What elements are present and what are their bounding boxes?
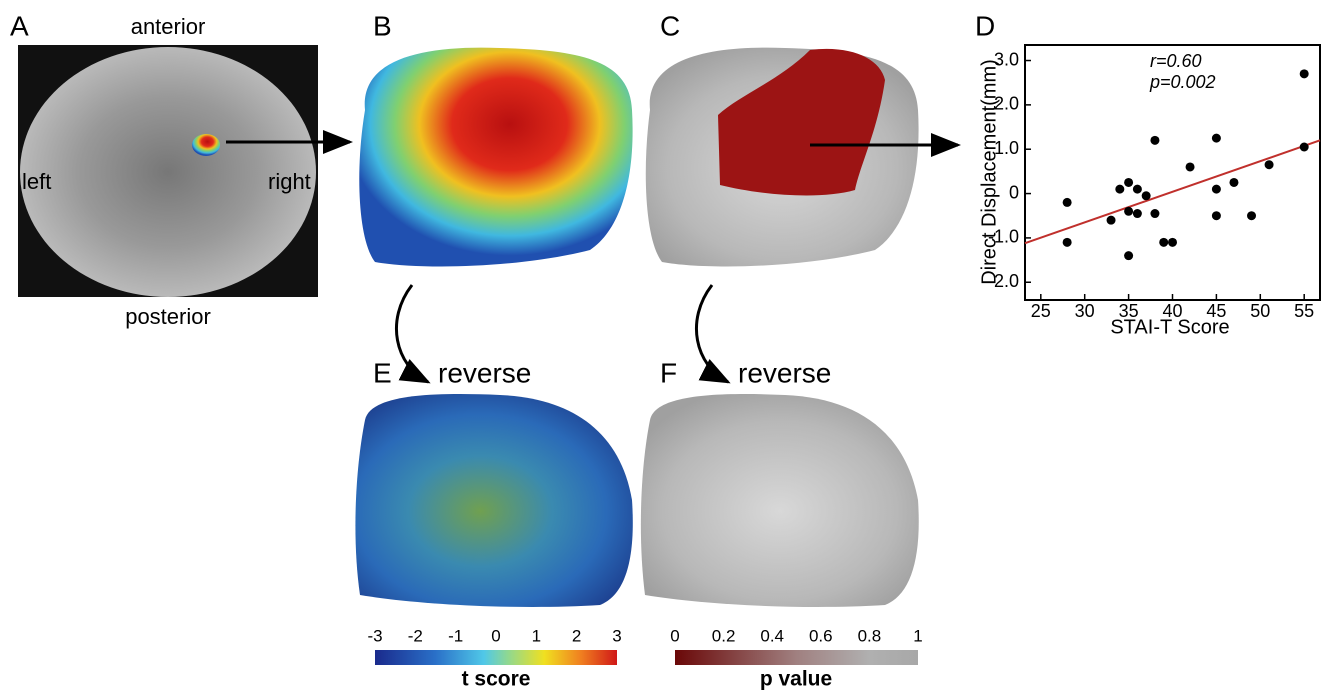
x-tick-label: 40 [1162, 301, 1182, 321]
annotation: r=0.60 [1150, 51, 1202, 71]
panel-label: A [10, 10, 29, 41]
data-point [1115, 185, 1124, 194]
orientation-label: right [268, 169, 311, 194]
colorbar-tick-label: 0.6 [809, 626, 833, 645]
data-point [1133, 209, 1142, 218]
panel-label: E [373, 357, 392, 388]
annotation: p=0.002 [1149, 72, 1216, 92]
panel-label: F [660, 357, 677, 388]
y-tick-label: -1.0 [988, 227, 1019, 247]
colorbar-p [675, 650, 918, 665]
data-point [1124, 207, 1133, 216]
y-tick-label: -2.0 [988, 271, 1019, 291]
orientation-label: posterior [125, 304, 211, 329]
colorbar-tick-label: 2 [572, 626, 581, 645]
colorbar-tick-label: 3 [612, 626, 621, 645]
data-point [1159, 238, 1168, 247]
y-tick-label: 1.0 [994, 138, 1019, 158]
colorbar-t [375, 650, 617, 665]
x-tick-label: 30 [1075, 301, 1095, 321]
data-point [1212, 211, 1221, 220]
panel-label: D [975, 10, 995, 41]
surface-b [359, 48, 632, 267]
colorbar-tick-label: 0 [491, 626, 500, 645]
data-point [1265, 160, 1274, 169]
panel-label: C [660, 10, 680, 41]
data-point [1133, 185, 1142, 194]
colorbar-tick-label: -1 [448, 626, 463, 645]
data-point [1229, 178, 1238, 187]
orientation-label: left [22, 169, 51, 194]
data-point [1150, 209, 1159, 218]
x-tick-label: 45 [1206, 301, 1226, 321]
reverse-label: reverse [438, 357, 531, 388]
x-tick-label: 25 [1031, 301, 1051, 321]
colorbar-title: p value [760, 668, 832, 691]
data-point [1142, 191, 1151, 200]
panel-label: B [373, 10, 392, 41]
x-tick-label: 55 [1294, 301, 1314, 321]
figure: A B C D E F anterior posterior left righ… [0, 0, 1328, 691]
colorbar-tick-label: 1 [913, 626, 922, 645]
data-point [1168, 238, 1177, 247]
y-tick-label: 2.0 [994, 94, 1019, 114]
curved-arrow [696, 285, 728, 382]
amygdala-highlight [192, 134, 220, 156]
data-point [1063, 198, 1072, 207]
colorbar-tick-label: 0.8 [858, 626, 882, 645]
surface-e [355, 394, 632, 607]
data-point [1124, 251, 1133, 260]
surface-f [641, 394, 919, 607]
data-point [1300, 69, 1309, 78]
orientation-label: anterior [131, 14, 206, 39]
data-point [1212, 185, 1221, 194]
fit-line [1025, 140, 1320, 243]
data-point [1212, 134, 1221, 143]
colorbar-tick-label: -3 [367, 626, 382, 645]
data-point [1063, 238, 1072, 247]
data-point [1300, 143, 1309, 152]
x-tick-label: 50 [1250, 301, 1270, 321]
data-point [1150, 136, 1159, 145]
data-point [1186, 162, 1195, 171]
data-point [1107, 216, 1116, 225]
y-tick-label: 3.0 [994, 49, 1019, 69]
data-point [1124, 178, 1133, 187]
colorbar-tick-label: 0.2 [712, 626, 736, 645]
x-tick-label: 35 [1119, 301, 1139, 321]
colorbar-tick-label: 0 [670, 626, 679, 645]
colorbar-tick-label: -2 [408, 626, 423, 645]
y-tick-label: 0 [1009, 182, 1019, 202]
data-point [1247, 211, 1256, 220]
colorbar-title: t score [462, 668, 531, 691]
curved-arrow [396, 285, 428, 382]
colorbar-tick-label: 1 [532, 626, 541, 645]
reverse-label: reverse [738, 357, 831, 388]
colorbar-tick-label: 0.4 [760, 626, 784, 645]
